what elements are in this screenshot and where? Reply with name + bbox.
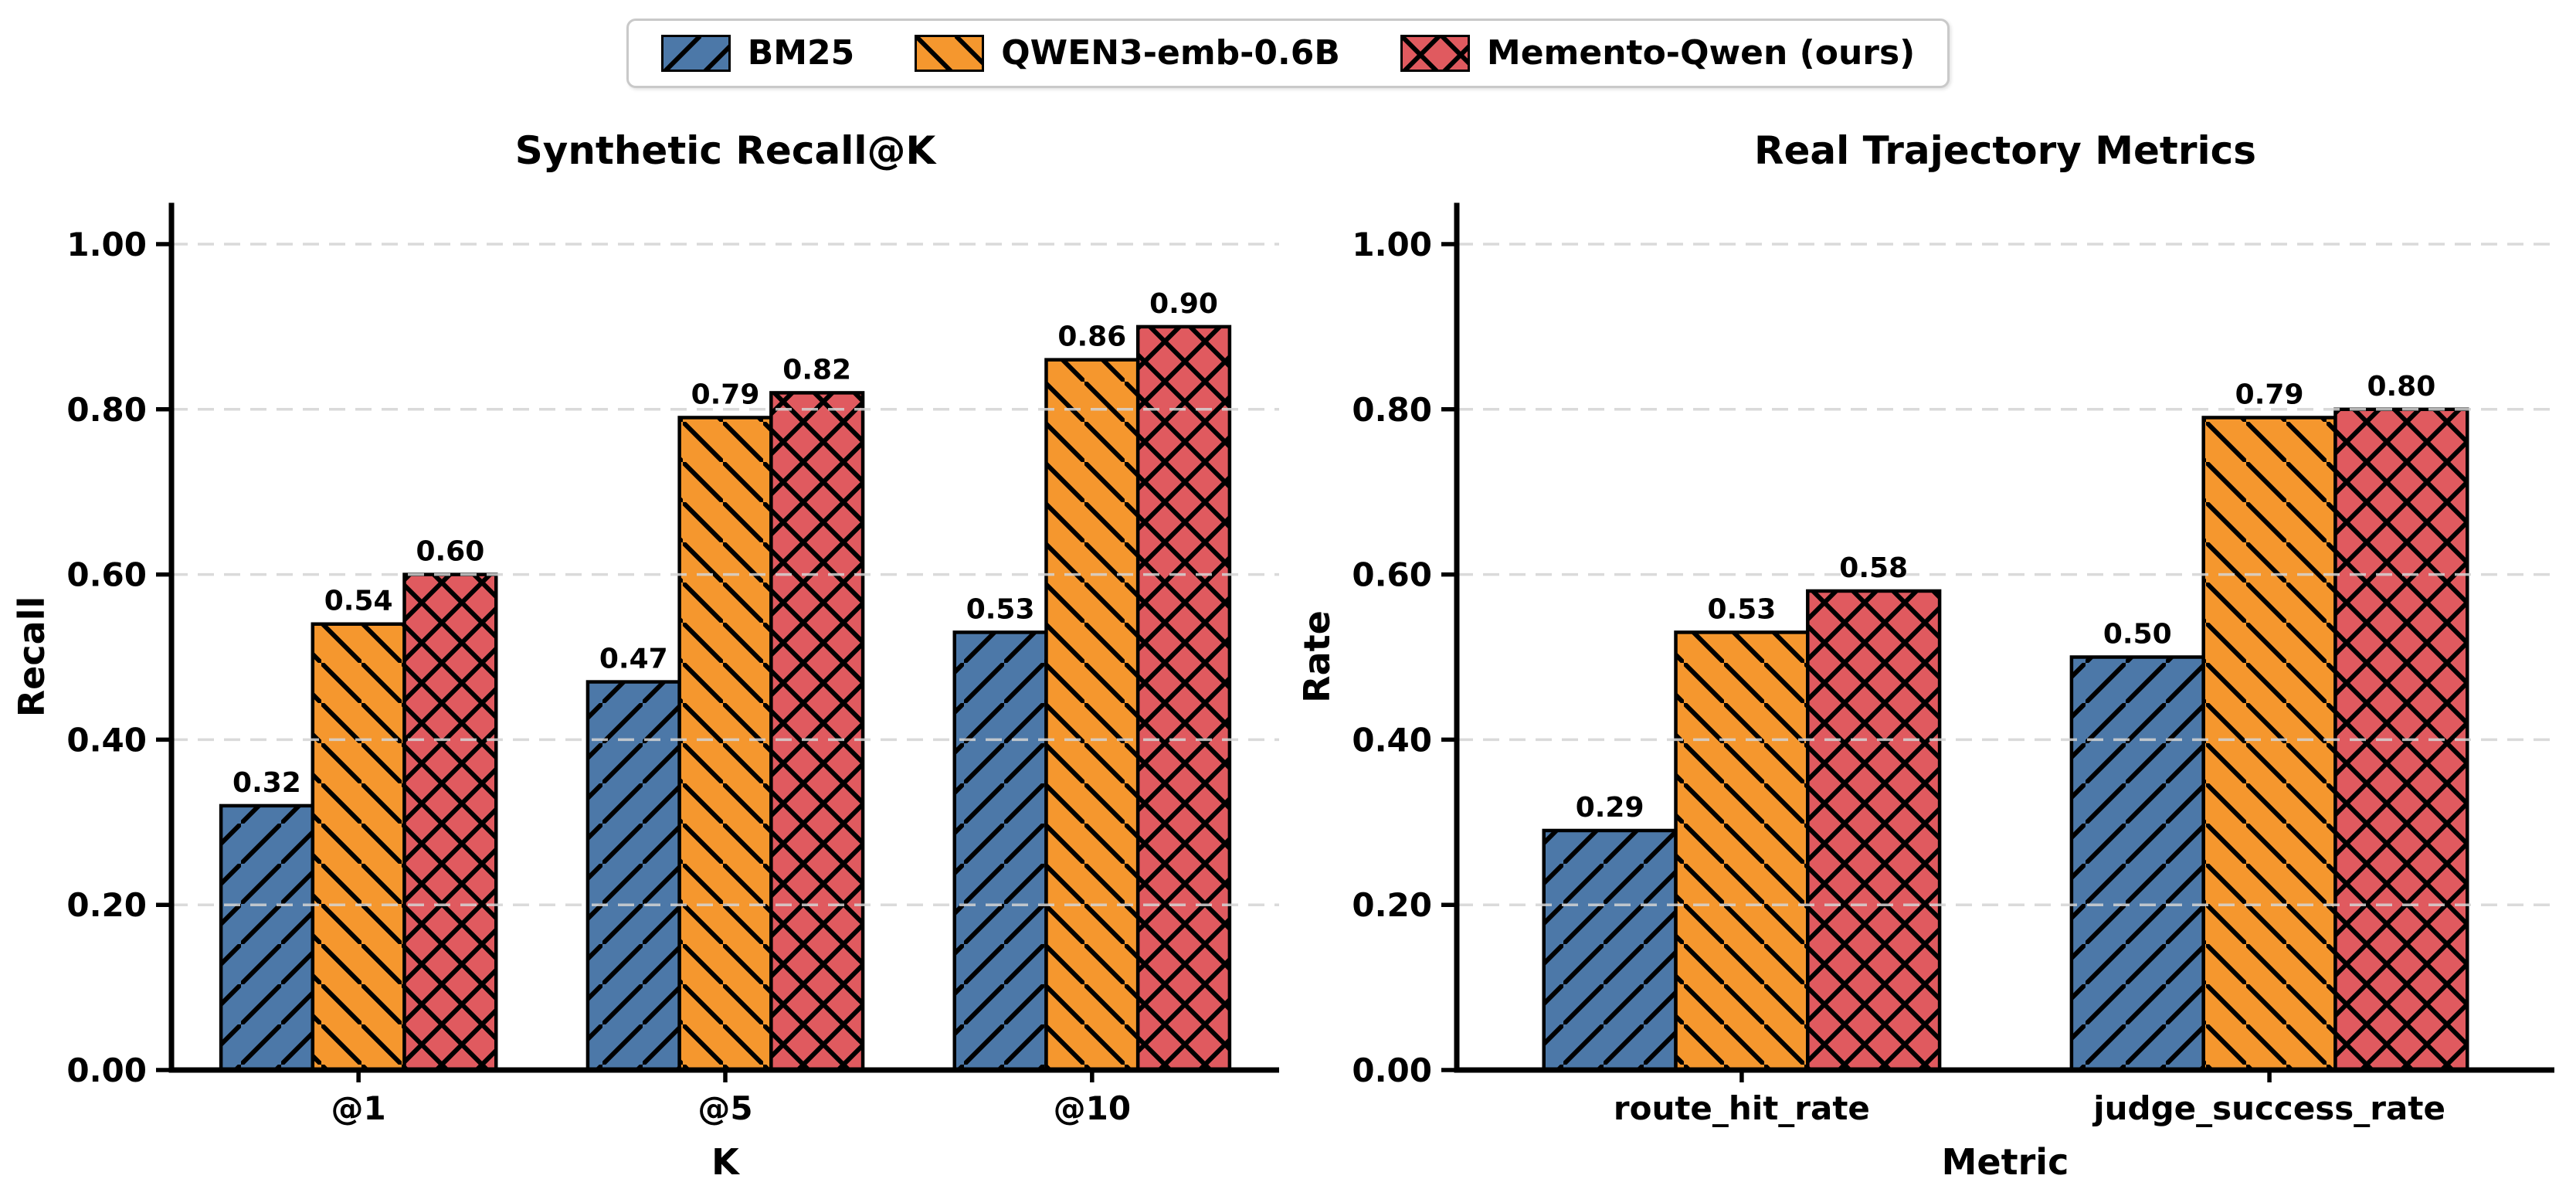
bar-value-label: 0.47: [599, 644, 668, 675]
x-tick-label-@5: @5: [697, 1089, 752, 1127]
x-tick-label-judge_success_rate: judge_success_rate: [2092, 1089, 2445, 1127]
legend-item-qwen3-emb: QWEN3-emb-0.6B: [915, 33, 1340, 73]
y-tick-label: 0.40: [1352, 721, 1432, 759]
bar-value-label: 0.29: [1576, 792, 1644, 824]
bar-QWEN3-emb-0.6B-@1: [311, 622, 406, 1072]
bar-value-label: 0.60: [416, 536, 484, 568]
y-tick-label: 1.00: [1352, 226, 1432, 263]
bar-value-label: 0.86: [1057, 321, 1126, 353]
bar-Memento-Qwen (ours)-@10: [1135, 324, 1232, 1072]
bar-BM25-judge_success_rate: [2069, 655, 2205, 1072]
bar-QWEN3-emb-0.6B-@5: [677, 416, 773, 1072]
y-tick-label: 0.60: [1352, 556, 1432, 594]
bar-value-label: 0.79: [2235, 379, 2304, 410]
bar-BM25-@10: [952, 630, 1048, 1072]
legend-swatch-bm25-icon: [660, 35, 731, 72]
bar-value-label: 0.53: [966, 593, 1035, 625]
right-chart-ylabel: Rate: [1296, 610, 1338, 703]
bar-value-label: 0.90: [1149, 288, 1218, 320]
legend-label-memento-qwen: Memento-Qwen (ours): [1486, 33, 1916, 73]
x-tick-label-route_hit_rate: route_hit_rate: [1614, 1089, 1870, 1127]
bar-value-label: 0.58: [1839, 552, 1908, 584]
legend-swatch-rect: [660, 35, 731, 72]
bar-Memento-Qwen (ours)-@1: [402, 572, 498, 1072]
bar-Memento-Qwen (ours)-route_hit_rate: [1806, 589, 1942, 1072]
right-chart-real-trajectory: Real Trajectory Metrics Rate Metric 0.00…: [1296, 128, 2554, 1183]
y-tick-label: 0.20: [1352, 886, 1432, 924]
left-chart-synthetic-recall: Synthetic Recall@K Recall K 0.00 0.20 0.40…: [11, 128, 1279, 1183]
legend-swatch-memento-qwen-icon: [1400, 35, 1470, 72]
bar-QWEN3-emb-0.6B-route_hit_rate: [1674, 630, 1810, 1072]
left-chart-title: Synthetic Recall@K: [515, 128, 938, 173]
legend-row: BM25 QWEN3-emb-0.6B Memento-Qwen (ours): [0, 0, 2576, 88]
x-tick-label-@1: @1: [331, 1089, 386, 1127]
y-tick-label: 1.00: [66, 226, 147, 263]
bar-QWEN3-emb-0.6B-judge_success_rate: [2201, 416, 2337, 1072]
legend-swatch-rect: [915, 35, 985, 72]
y-tick-label: 0.20: [66, 886, 147, 924]
bar-BM25-@5: [585, 680, 681, 1072]
bar-value-label: 0.53: [1707, 593, 1776, 625]
right-chart-plot-area: 0.00 0.20 0.40 0.60 0.80 1.00 route_hit_rate ju…: [1352, 202, 2554, 1127]
left-chart-plot-area: 0.00 0.20 0.40 0.60 0.80 1.00 @1 @5 @10 0.32 0.47 0…: [66, 202, 1279, 1127]
bar-Memento-Qwen (ours)-@5: [769, 391, 865, 1072]
legend-item-memento-qwen: Memento-Qwen (ours): [1400, 33, 1915, 73]
legend-label-qwen3-emb: QWEN3-emb-0.6B: [1001, 33, 1340, 73]
y-tick-label: 0.00: [1352, 1051, 1432, 1089]
bar-value-label: 0.32: [232, 767, 301, 799]
bar-value-label: 0.79: [691, 379, 760, 410]
y-tick-label: 0.60: [66, 556, 147, 594]
bar-QWEN3-emb-0.6B-@10: [1044, 358, 1140, 1072]
y-tick-label: 0.00: [66, 1051, 147, 1089]
y-tick-label: 0.80: [1352, 391, 1432, 429]
legend-swatch-rect: [1400, 35, 1470, 72]
legend-swatch-qwen3-emb-icon: [915, 35, 985, 72]
bar-value-label: 0.50: [2103, 619, 2172, 651]
left-chart-xlabel: K: [711, 1141, 741, 1183]
bar-value-label: 0.82: [782, 354, 851, 386]
legend: BM25 QWEN3-emb-0.6B Memento-Qwen (ours): [626, 19, 1950, 88]
right-chart-xlabel: Metric: [1942, 1141, 2069, 1183]
x-tick-label-@10: @10: [1054, 1089, 1131, 1127]
legend-label-bm25: BM25: [747, 33, 855, 73]
bar-value-label: 0.54: [324, 586, 393, 617]
bar-value-label: 0.80: [2367, 371, 2435, 403]
right-chart-title: Real Trajectory Metrics: [1754, 128, 2256, 173]
y-tick-label: 0.80: [66, 391, 147, 429]
left-chart-ylabel: Recall: [11, 596, 53, 717]
legend-item-bm25: BM25: [660, 33, 855, 73]
y-tick-label: 0.40: [66, 721, 147, 759]
bar-BM25-route_hit_rate: [1542, 828, 1678, 1072]
bar-BM25-@1: [219, 803, 315, 1072]
